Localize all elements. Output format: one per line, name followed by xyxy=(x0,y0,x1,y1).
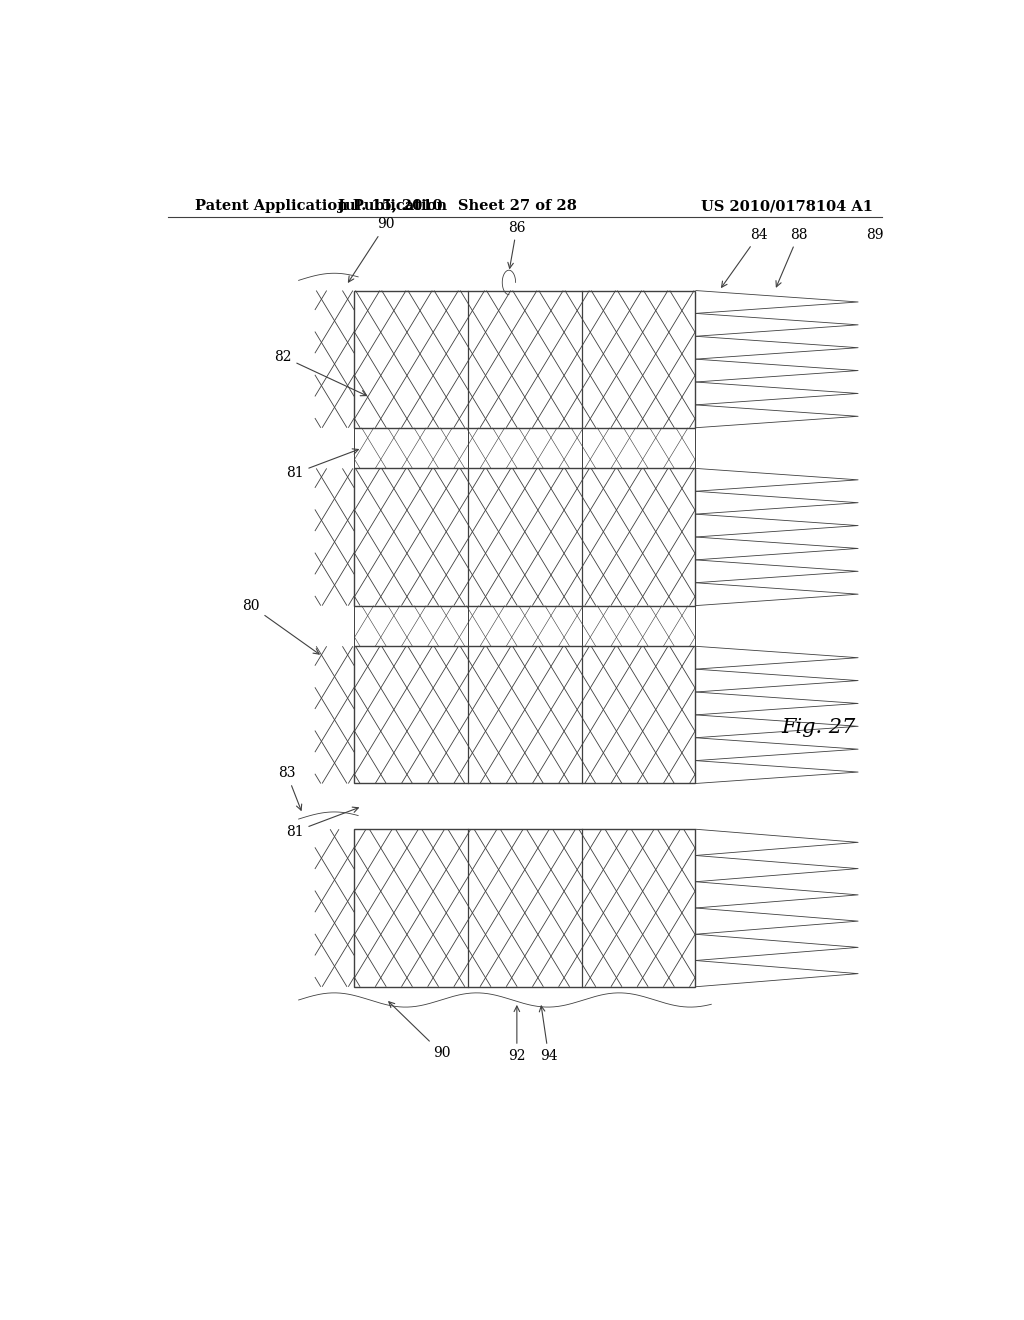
Text: 82: 82 xyxy=(274,350,367,396)
Text: 90: 90 xyxy=(389,1002,451,1060)
Text: 81: 81 xyxy=(286,807,358,838)
Text: 94: 94 xyxy=(540,1006,557,1063)
Bar xyxy=(354,428,695,469)
Text: Fig. 27: Fig. 27 xyxy=(781,718,856,737)
Bar xyxy=(354,606,695,647)
Text: 86: 86 xyxy=(508,220,525,268)
Text: 92: 92 xyxy=(508,1006,525,1063)
Text: 90: 90 xyxy=(348,218,394,282)
Text: 80: 80 xyxy=(243,598,319,655)
Bar xyxy=(354,647,695,784)
Text: 81: 81 xyxy=(286,449,358,480)
Text: 88: 88 xyxy=(776,227,807,286)
Bar xyxy=(354,469,695,606)
Text: 83: 83 xyxy=(278,767,302,810)
Text: 84: 84 xyxy=(722,227,768,288)
Text: 89: 89 xyxy=(866,227,884,242)
Text: Patent Application Publication: Patent Application Publication xyxy=(196,199,447,213)
Bar xyxy=(354,290,695,428)
Bar xyxy=(354,829,695,987)
Text: Jul. 15, 2010   Sheet 27 of 28: Jul. 15, 2010 Sheet 27 of 28 xyxy=(338,199,577,213)
Text: US 2010/0178104 A1: US 2010/0178104 A1 xyxy=(700,199,872,213)
